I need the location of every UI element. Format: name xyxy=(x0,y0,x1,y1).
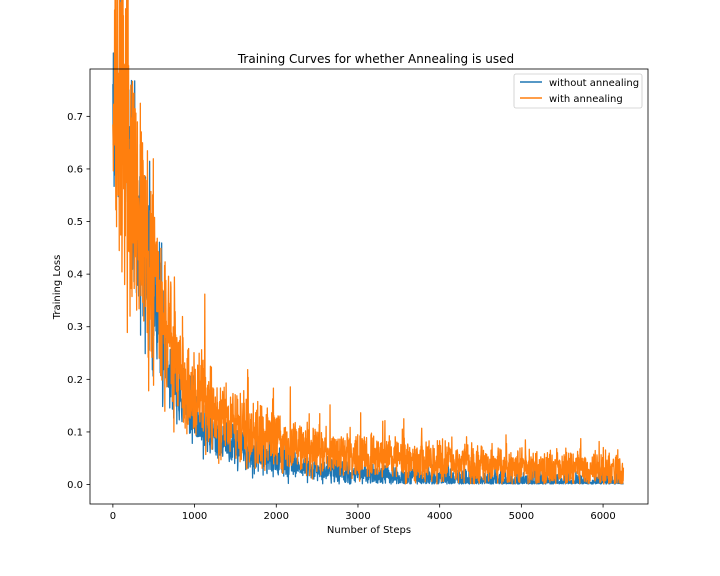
y-tick-label: 0.6 xyxy=(67,164,83,175)
y-tick-label: 0.7 xyxy=(67,112,83,123)
x-tick-label: 1000 xyxy=(182,511,207,522)
x-axis-label: Number of Steps xyxy=(327,525,411,536)
legend-label-with-annealing: with annealing xyxy=(549,94,623,105)
y-tick-label: 0.3 xyxy=(67,322,83,333)
series-line-with-annealing xyxy=(112,0,625,485)
x-tick-label: 2000 xyxy=(264,511,289,522)
x-tick-label: 0 xyxy=(110,511,116,522)
plot-series xyxy=(112,0,625,485)
x-tick-label: 4000 xyxy=(427,511,452,522)
y-tick-label: 0.4 xyxy=(67,270,83,281)
y-tick-label: 0.5 xyxy=(67,217,83,228)
x-axis-ticks: 0 1000 2000 3000 4000 5000 6000 xyxy=(110,504,616,522)
legend: without annealing with annealing xyxy=(513,73,643,109)
x-tick-label: 3000 xyxy=(345,511,370,522)
x-tick-label: 5000 xyxy=(509,511,534,522)
y-axis-ticks: 0.0 0.1 0.2 0.3 0.4 0.5 0.6 0.7 xyxy=(67,112,90,491)
y-axis-label: Training Loss xyxy=(52,255,63,321)
legend-box xyxy=(513,73,643,109)
legend-label-without-annealing: without annealing xyxy=(549,78,639,89)
x-tick-label: 6000 xyxy=(590,511,615,522)
y-tick-label: 0.2 xyxy=(67,375,83,386)
plot-frame xyxy=(89,68,649,505)
y-tick-label: 0.0 xyxy=(67,480,83,491)
y-tick-label: 0.1 xyxy=(67,427,83,438)
chart-title: Training Curves for whether Annealing is… xyxy=(237,52,514,66)
